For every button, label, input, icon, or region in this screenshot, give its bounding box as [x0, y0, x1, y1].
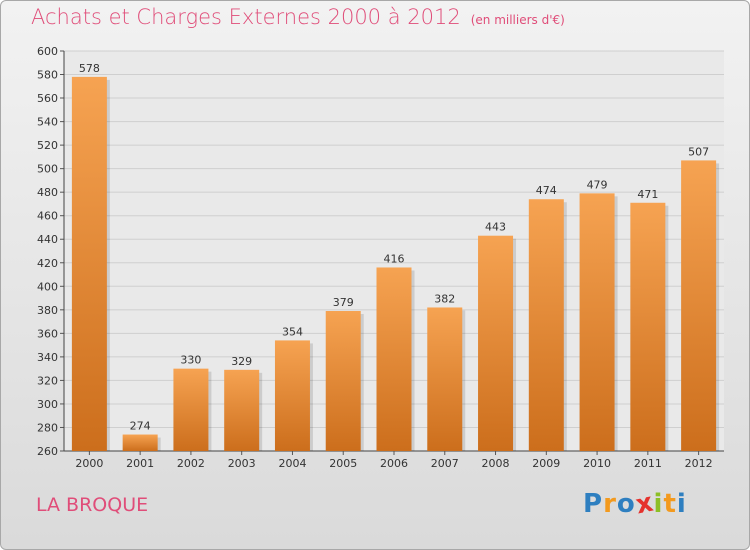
- y-tick-label: 580: [37, 69, 58, 82]
- y-tick-label: 360: [37, 327, 58, 340]
- chart-title: Achats et Charges Externes 2000 à 2012 (e…: [31, 5, 565, 29]
- data-label: 330: [180, 354, 201, 367]
- proxiti-logo: Proxiti: [583, 487, 687, 520]
- data-label: 382: [434, 292, 455, 305]
- data-label: 479: [587, 178, 608, 191]
- y-tick-label: 540: [37, 116, 58, 129]
- bar: [224, 369, 260, 451]
- chart-title-text: Achats et Charges Externes 2000 à 2012: [31, 5, 461, 29]
- y-tick-label: 560: [37, 92, 58, 105]
- bar: [681, 160, 717, 452]
- data-label: 474: [536, 184, 557, 197]
- x-tick-label: 2008: [482, 457, 510, 470]
- bar: [427, 307, 463, 451]
- x-tick-label: 2006: [380, 457, 408, 470]
- bar: [122, 434, 158, 451]
- bar: [528, 199, 564, 451]
- city-name: LA BROQUE: [36, 494, 149, 516]
- y-tick-label: 380: [37, 304, 58, 317]
- y-tick-label: 600: [37, 45, 58, 58]
- logo-letter: P: [583, 489, 604, 519]
- logo-letter: r: [603, 489, 617, 519]
- logo-letter: i: [676, 489, 687, 519]
- x-tick-label: 2012: [685, 457, 713, 470]
- data-label: 443: [485, 221, 506, 234]
- y-tick-label: 340: [37, 351, 58, 364]
- x-tick-label: 2002: [177, 457, 205, 470]
- x-tick-label: 2003: [228, 457, 256, 470]
- data-label: 416: [384, 252, 405, 265]
- x-tick-label: 2010: [583, 457, 611, 470]
- y-tick-label: 440: [37, 233, 58, 246]
- data-label: 471: [637, 188, 658, 201]
- x-tick-label: 2005: [329, 457, 357, 470]
- logo-letter: o: [616, 489, 636, 519]
- bar: [173, 368, 209, 451]
- x-tick-label: 2009: [532, 457, 560, 470]
- y-tick-label: 420: [37, 257, 58, 270]
- x-tick-label: 2001: [126, 457, 154, 470]
- bar: [71, 76, 107, 451]
- bar: [376, 267, 412, 451]
- y-tick-label: 400: [37, 280, 58, 293]
- logo-letter: t: [663, 489, 677, 519]
- y-tick-label: 320: [37, 374, 58, 387]
- data-label: 274: [130, 420, 151, 433]
- y-tick-label: 260: [37, 445, 58, 458]
- y-tick-label: 520: [37, 139, 58, 152]
- bar: [325, 311, 361, 451]
- y-tick-label: 300: [37, 398, 58, 411]
- y-tick-label: 460: [37, 210, 58, 223]
- data-label: 379: [333, 296, 354, 309]
- x-tick-label: 2000: [75, 457, 103, 470]
- bar: [274, 340, 310, 451]
- chart-unit: (en milliers d'€): [470, 13, 565, 27]
- data-label: 354: [282, 325, 303, 338]
- y-tick-label: 280: [37, 421, 58, 434]
- x-tick-label: 2011: [634, 457, 662, 470]
- data-label: 578: [79, 62, 100, 75]
- x-tick-label: 2007: [431, 457, 459, 470]
- y-tick-label: 480: [37, 186, 58, 199]
- x-tick-label: 2004: [278, 457, 306, 470]
- data-label: 329: [231, 355, 252, 368]
- bar: [630, 202, 666, 451]
- bar: [579, 193, 615, 451]
- y-tick-label: 500: [37, 163, 58, 176]
- data-label: 507: [688, 145, 709, 158]
- logo-letter: i: [653, 489, 664, 519]
- bar: [478, 235, 514, 451]
